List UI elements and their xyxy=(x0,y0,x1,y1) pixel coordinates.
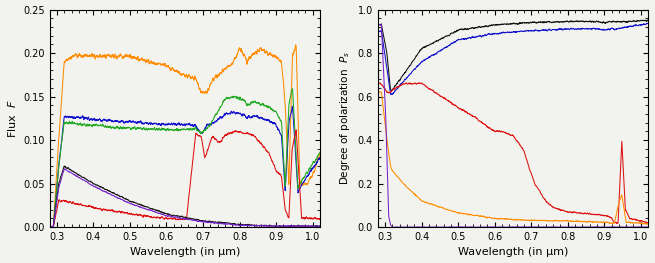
X-axis label: Wavelength (in μm): Wavelength (in μm) xyxy=(130,247,240,257)
X-axis label: Wavelength (in μm): Wavelength (in μm) xyxy=(458,247,568,257)
Y-axis label: Degree of polarization  $P_s$: Degree of polarization $P_s$ xyxy=(338,51,352,185)
Y-axis label: Flux  $F$: Flux $F$ xyxy=(5,99,18,138)
